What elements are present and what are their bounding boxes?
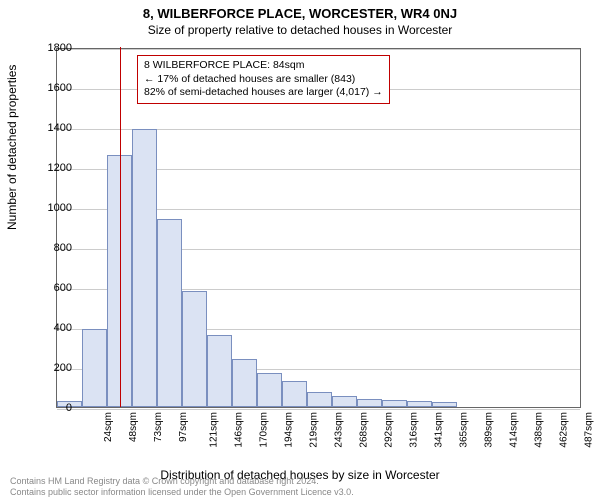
footer-line-1: Contains HM Land Registry data © Crown c… (10, 476, 354, 487)
y-tick-label: 1200 (32, 162, 72, 174)
x-tick-label: 219sqm (308, 412, 319, 448)
x-tick-label: 462sqm (558, 412, 569, 448)
x-tick-label: 292sqm (383, 412, 394, 448)
x-tick-label: 24sqm (103, 412, 114, 442)
x-tick-label: 268sqm (358, 412, 369, 448)
x-tick-label: 365sqm (458, 412, 469, 448)
annotation-line: 82% of semi-detached houses are larger (… (144, 86, 383, 100)
y-tick-label: 200 (32, 362, 72, 374)
x-tick-label: 487sqm (583, 412, 594, 448)
histogram-chart: 8 WILBERFORCE PLACE: 84sqm← 17% of detac… (56, 48, 581, 408)
x-tick-label: 121sqm (208, 412, 219, 448)
histogram-bar (307, 392, 332, 407)
x-tick-label: 438sqm (533, 412, 544, 448)
x-tick-label: 316sqm (408, 412, 419, 448)
y-tick-label: 1000 (32, 202, 72, 214)
y-tick-label: 800 (32, 242, 72, 254)
histogram-bar (407, 401, 432, 407)
gridline (57, 49, 580, 50)
property-marker-line (120, 47, 121, 407)
page-title: 8, WILBERFORCE PLACE, WORCESTER, WR4 0NJ (0, 0, 600, 21)
annotation-line: ← 17% of detached houses are smaller (84… (144, 73, 383, 87)
x-tick-label: 341sqm (433, 412, 444, 448)
histogram-bar (182, 291, 207, 407)
histogram-bar (257, 373, 282, 407)
x-tick-label: 243sqm (333, 412, 344, 448)
y-tick-label: 1800 (32, 42, 72, 54)
annotation-box: 8 WILBERFORCE PLACE: 84sqm← 17% of detac… (137, 55, 390, 104)
histogram-bar (382, 400, 407, 407)
histogram-bar (232, 359, 257, 407)
x-tick-label: 170sqm (258, 412, 269, 448)
histogram-bar (207, 335, 232, 407)
x-tick-label: 48sqm (128, 412, 139, 442)
y-tick-label: 0 (32, 402, 72, 414)
y-tick-label: 400 (32, 322, 72, 334)
y-tick-label: 1600 (32, 82, 72, 94)
page-subtitle: Size of property relative to detached ho… (0, 21, 600, 43)
histogram-bar (332, 396, 357, 407)
histogram-bar (357, 399, 382, 407)
y-tick-label: 1400 (32, 122, 72, 134)
x-tick-label: 389sqm (483, 412, 494, 448)
gridline (57, 409, 580, 410)
histogram-bar (132, 129, 157, 407)
annotation-line: 8 WILBERFORCE PLACE: 84sqm (144, 59, 383, 73)
footer-attribution: Contains HM Land Registry data © Crown c… (10, 476, 354, 498)
histogram-bar (157, 219, 182, 407)
x-tick-label: 146sqm (233, 412, 244, 448)
histogram-bar (282, 381, 307, 407)
x-tick-label: 194sqm (283, 412, 294, 448)
histogram-bar (82, 329, 107, 407)
y-tick-label: 600 (32, 282, 72, 294)
histogram-bar (432, 402, 457, 407)
x-tick-label: 73sqm (153, 412, 164, 442)
x-tick-label: 97sqm (178, 412, 189, 442)
x-tick-label: 414sqm (508, 412, 519, 448)
footer-line-2: Contains public sector information licen… (10, 487, 354, 498)
y-axis-label: Number of detached properties (5, 65, 19, 230)
